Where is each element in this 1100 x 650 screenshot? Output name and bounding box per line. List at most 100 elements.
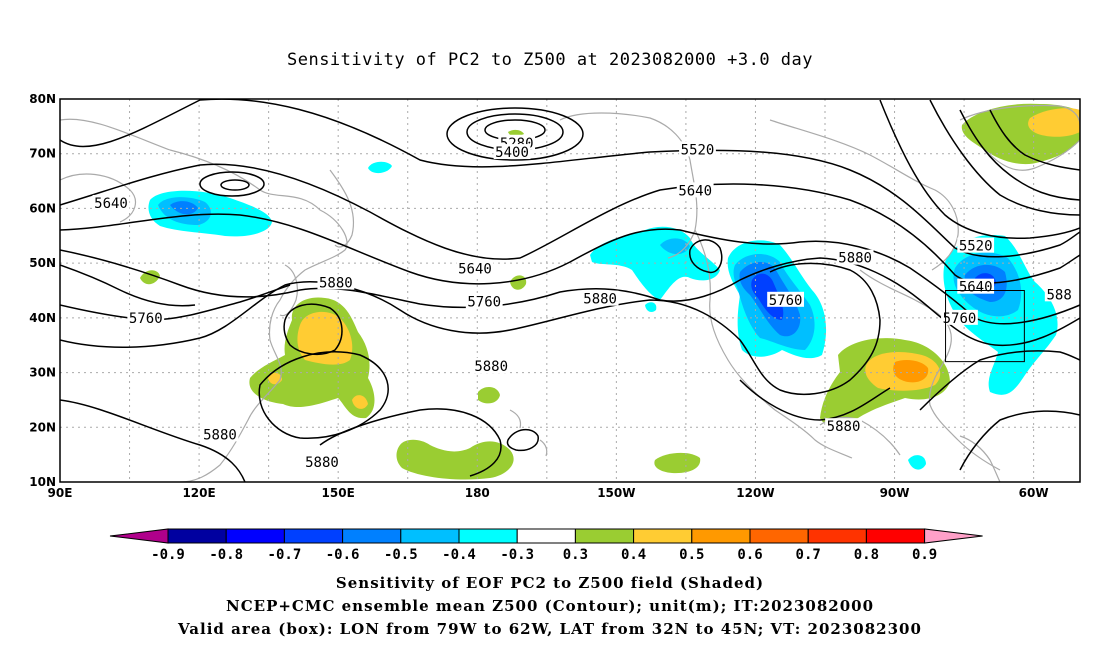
colorbar-label: 0.4 bbox=[621, 547, 646, 563]
contour-5880-loop-pacific bbox=[258, 351, 389, 439]
colorbar-label: -0.7 bbox=[268, 547, 302, 563]
plot-frame bbox=[59, 98, 1081, 483]
colorbar-label: 0.6 bbox=[737, 547, 762, 563]
contour-label: 5640 bbox=[458, 262, 492, 278]
contour-label-background bbox=[127, 309, 165, 325]
contour-label: 5880 bbox=[827, 419, 861, 435]
contour-5880-lower-east bbox=[959, 410, 1080, 471]
latitude-labels: 80N 70N 60N 50N 40N 30N 20N 10N bbox=[29, 92, 56, 489]
contour-label: 5520 bbox=[959, 239, 993, 255]
contour-label-background bbox=[825, 418, 862, 434]
contour-label: 5880 bbox=[305, 455, 339, 471]
colorbar-label: 0.3 bbox=[563, 547, 588, 563]
colorbar-swatch bbox=[516, 528, 576, 544]
contour-5880-alaska-loop bbox=[689, 239, 723, 274]
contour-5880-small-pacific bbox=[506, 428, 539, 452]
north-america-east-coastline bbox=[859, 269, 1001, 471]
colorbar-low-extension bbox=[109, 528, 169, 544]
positive-sensitivity-area-hawaii bbox=[654, 452, 701, 474]
colorbar-swatch bbox=[574, 528, 635, 544]
contour-label-background bbox=[957, 237, 995, 253]
colorbar: -0.9 -0.8 -0.7 -0.6 -0.5 -0.4 -0.3 0.3 0.4 0.5 0.6… bbox=[109, 528, 983, 563]
contour-north-atlantic bbox=[879, 99, 1080, 240]
contour-5880-gulf bbox=[739, 379, 891, 421]
contour-label: 5640 bbox=[678, 183, 712, 199]
colorbar-swatch bbox=[691, 528, 751, 544]
colorbar-label: 0.9 bbox=[912, 547, 937, 563]
map-title: Sensitivity of PC2 to Z500 at 2023082000… bbox=[286, 50, 813, 70]
latitude-label: 70N bbox=[29, 147, 56, 161]
greenland-coastline bbox=[959, 104, 1080, 171]
colorbar-swatch bbox=[283, 528, 344, 544]
colorbar-swatch bbox=[400, 528, 460, 544]
contour-greenland-high bbox=[959, 109, 1080, 201]
contour-label: 5880 bbox=[838, 251, 872, 267]
contour-label-background bbox=[676, 182, 714, 198]
longitude-label: 60W bbox=[1019, 486, 1049, 500]
contour-low-center-outer bbox=[446, 107, 584, 161]
longitude-label: 180 bbox=[465, 486, 490, 500]
contour-greenland-high-2 bbox=[929, 99, 1080, 216]
colorbar-label: -0.3 bbox=[500, 547, 534, 563]
latitude-label: 80N bbox=[29, 92, 56, 106]
contour-west-side bbox=[60, 264, 196, 307]
alaska-coastline bbox=[559, 112, 698, 259]
longitude-labels: 90E 120E 150E 180 150W 120W 90W 60W bbox=[48, 486, 1049, 500]
contour-label: 5880 bbox=[474, 359, 508, 375]
colorbar-label: -0.9 bbox=[151, 547, 185, 563]
contour-label: 5760 bbox=[129, 311, 163, 327]
contour-5760-west bbox=[60, 284, 291, 321]
latitude-label: 50N bbox=[29, 256, 56, 270]
colorbar-label: -0.5 bbox=[384, 547, 418, 563]
longitude-label: 90W bbox=[880, 486, 910, 500]
contour-greenland-high-3 bbox=[989, 109, 1080, 171]
colorbar-swatch bbox=[633, 528, 693, 544]
contour-label: 588 bbox=[1046, 287, 1071, 303]
contour-label: 5880 bbox=[319, 275, 353, 291]
colorbar-swatch bbox=[865, 528, 926, 544]
colorbar-label: -0.6 bbox=[326, 547, 360, 563]
canada-arctic-coastline bbox=[769, 119, 959, 271]
colorbar-swatch bbox=[749, 528, 809, 544]
longitude-label: 120W bbox=[736, 486, 774, 500]
contour-5880-main bbox=[60, 262, 881, 396]
contour-label: 5520 bbox=[681, 142, 715, 158]
contour-label: 5760 bbox=[467, 294, 501, 310]
colorbar-swatch bbox=[342, 528, 402, 544]
colorbar-label: 0.7 bbox=[796, 547, 821, 563]
contour-label-background bbox=[679, 141, 716, 157]
colorbar-swatch bbox=[458, 528, 518, 544]
contour-label-background bbox=[836, 249, 874, 265]
contour-label: 5880 bbox=[583, 292, 617, 308]
contour-label-background bbox=[1044, 286, 1074, 302]
latitude-label: 10N bbox=[29, 475, 56, 489]
longitude-label: 150E bbox=[322, 486, 355, 500]
longitude-label: 90E bbox=[48, 486, 73, 500]
caption-line-2: NCEP+CMC ensemble mean Z500 (Contour); u… bbox=[226, 597, 874, 615]
contour-label-background bbox=[465, 293, 503, 309]
colorbar-label: 0.8 bbox=[854, 547, 879, 563]
latitude-label: 30N bbox=[29, 366, 56, 380]
contour-label-background bbox=[941, 309, 978, 325]
longitude-label: 150W bbox=[597, 486, 635, 500]
colorbar-high-extension bbox=[924, 528, 983, 544]
contour-label-background bbox=[581, 290, 619, 306]
longitude-label: 120E bbox=[182, 486, 215, 500]
colorbar-swatch bbox=[225, 528, 285, 544]
colorbar-label: 0.5 bbox=[679, 547, 704, 563]
contour-label-background bbox=[303, 453, 341, 469]
contour-label: 5880 bbox=[203, 427, 237, 443]
contour-label-background bbox=[767, 291, 804, 307]
contour-5880-cells-east-asia bbox=[283, 303, 343, 356]
north-america-west-coastline bbox=[694, 229, 853, 459]
contour-siberia-low-inner bbox=[220, 179, 250, 191]
colorbar-label: -0.8 bbox=[209, 547, 243, 563]
positive-sensitivity-area-pacific-small bbox=[478, 386, 500, 404]
contour-label: 5640 bbox=[959, 280, 993, 296]
contour-label-background bbox=[317, 274, 355, 290]
contour-5880-east bbox=[919, 350, 1080, 411]
yellow-area-greenland bbox=[1028, 108, 1080, 137]
z500-contours bbox=[60, 99, 1080, 482]
